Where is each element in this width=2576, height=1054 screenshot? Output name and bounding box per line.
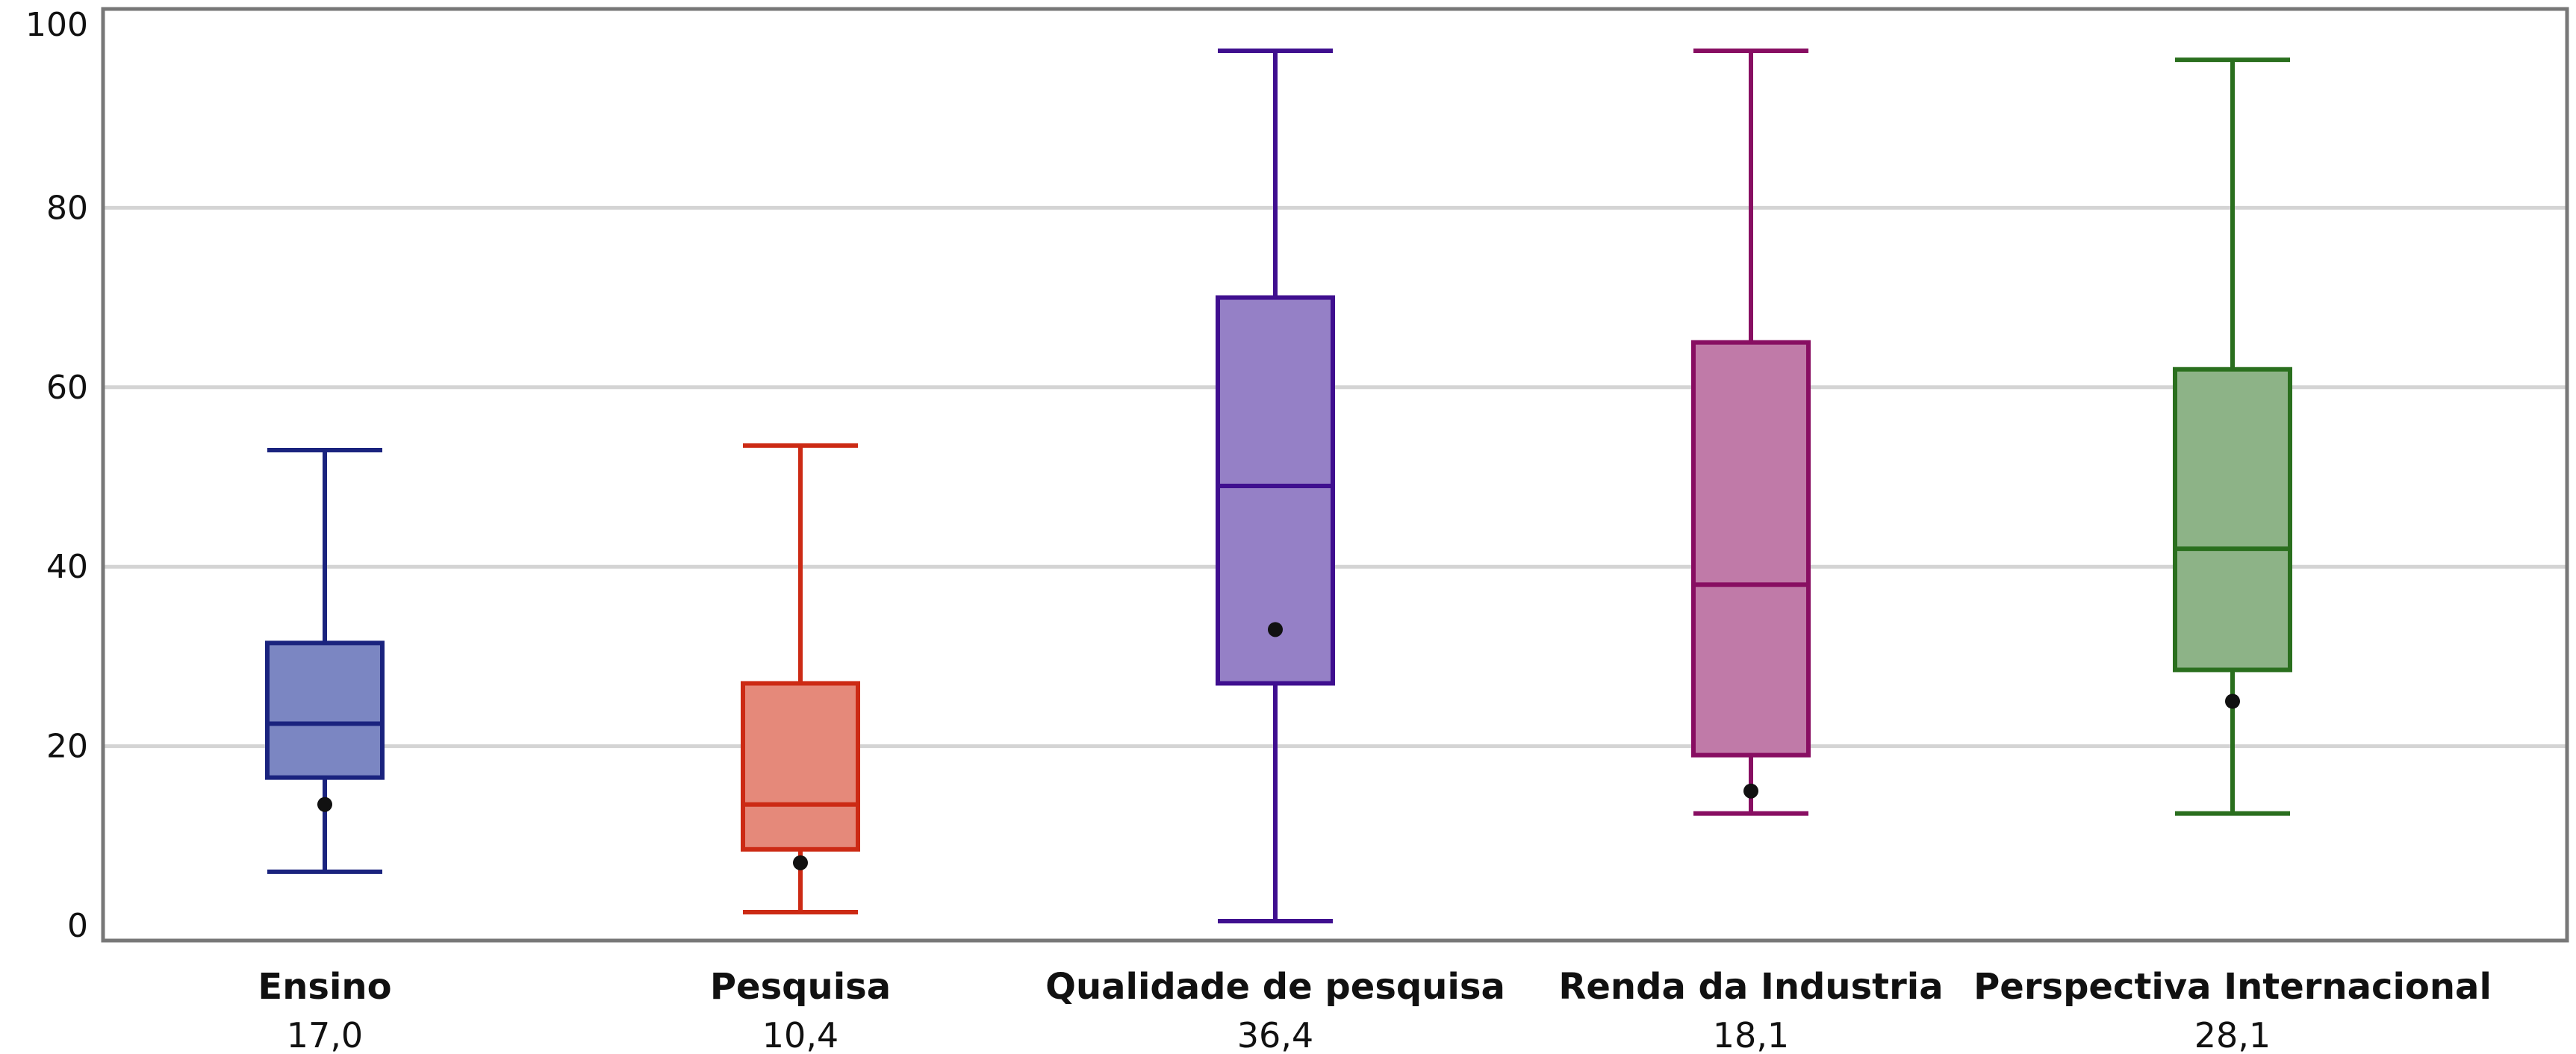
category-value-2: 10,4 [762, 1015, 839, 1054]
y-tick-label-100: 100 [25, 6, 88, 44]
category-value-1: 17,0 [287, 1015, 363, 1054]
box-4 [1691, 49, 1811, 816]
plot-area-frame [101, 7, 2569, 943]
mean-marker [1743, 783, 1758, 799]
iqr-box [1216, 295, 1335, 686]
mean-marker [317, 796, 332, 812]
y-axis-tick-labels: 0 20 40 60 80 100 [25, 6, 88, 945]
y-tick-label-60: 60 [46, 369, 88, 407]
category-label-5: Perspectiva Internacional [1973, 966, 2492, 1008]
iqr-box [1691, 340, 1811, 758]
boxes [265, 49, 2292, 923]
box-2 [741, 443, 860, 914]
category-value-4: 18,1 [1713, 1015, 1789, 1054]
box-5 [2173, 57, 2292, 816]
mean-marker [1268, 622, 1283, 637]
y-tick-label-0: 0 [67, 907, 88, 945]
category-value-5: 28,1 [2194, 1015, 2271, 1054]
mean-marker [2225, 693, 2240, 709]
iqr-box [741, 681, 860, 852]
category-label-4: Renda da Industria [1558, 966, 1943, 1008]
box-1 [265, 447, 385, 874]
y-tick-label-80: 80 [46, 189, 88, 227]
category-label-3: Qualidade de pesquisa [1045, 966, 1505, 1008]
iqr-box [265, 640, 385, 780]
iqr-box [2173, 367, 2292, 673]
category-value-3: 36,4 [1237, 1015, 1313, 1054]
category-label-1: Ensino [258, 966, 391, 1008]
category-labels: Ensino 17,0 Pesquisa 10,4 Qualidade de pesqu… [258, 966, 2491, 1054]
y-tick-label-20: 20 [46, 728, 88, 766]
mean-marker [793, 855, 808, 870]
category-label-2: Pesquisa [710, 966, 891, 1008]
y-tick-label-40: 40 [46, 548, 88, 586]
box-3 [1216, 49, 1335, 923]
